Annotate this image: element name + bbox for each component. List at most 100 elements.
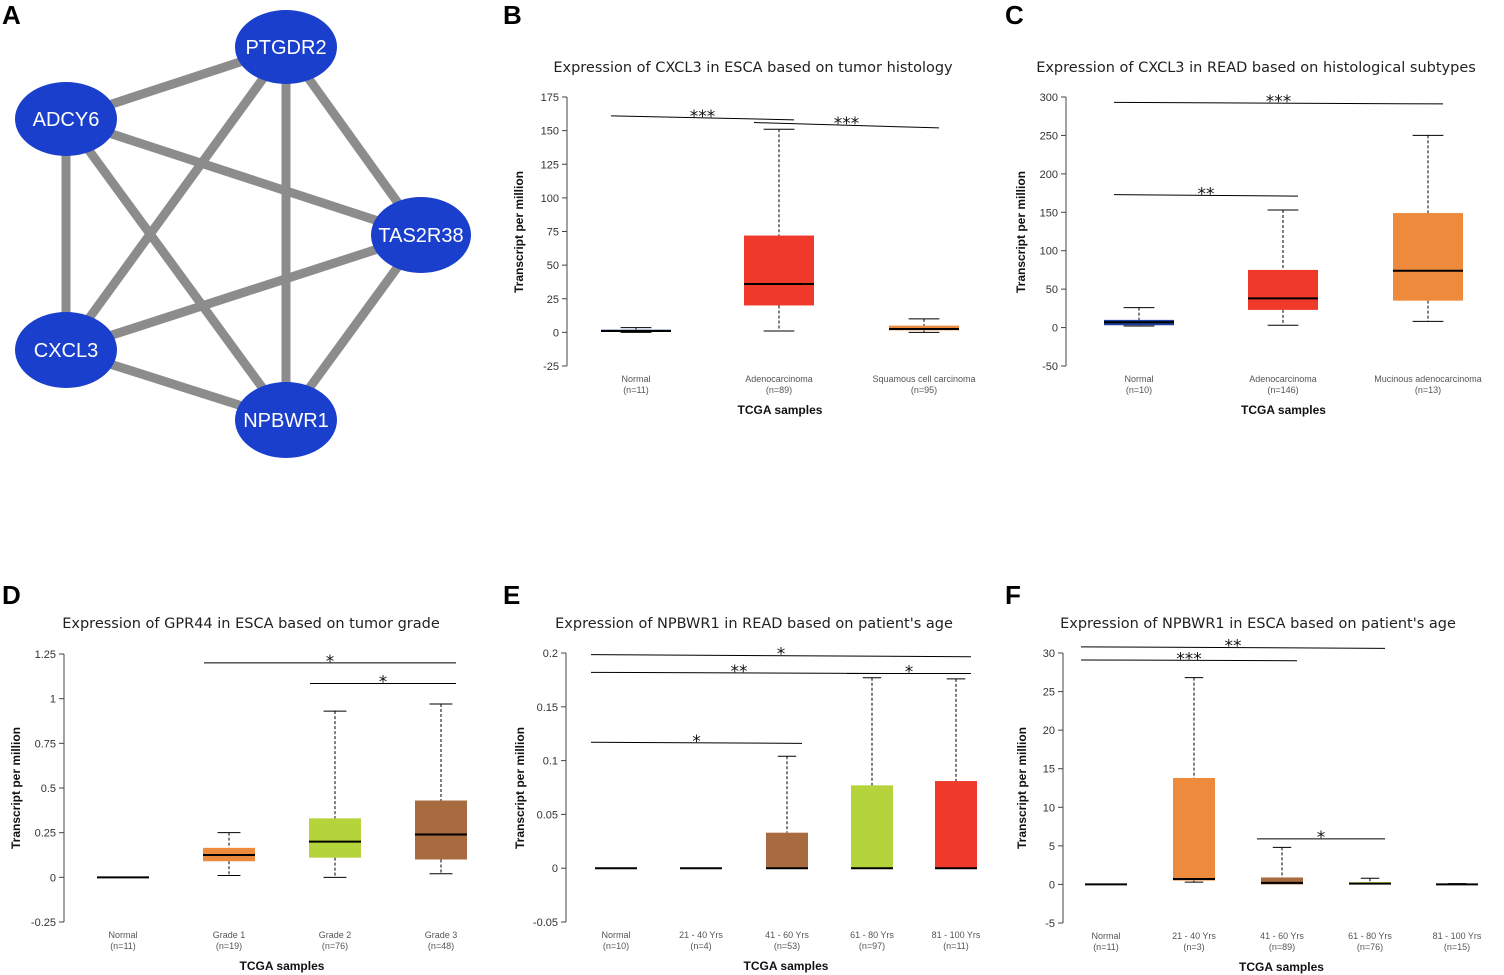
significance-stars: ** xyxy=(1198,184,1215,204)
y-tick-label: 20 xyxy=(1043,725,1055,737)
y-tick-label: 0.25 xyxy=(35,828,56,840)
box-grade-3 xyxy=(415,703,467,875)
panel-letter-a: A xyxy=(2,0,21,30)
iqr-box xyxy=(415,800,467,860)
y-tick-label: 0 xyxy=(50,872,56,884)
edge-ptgdr2-cxcl3 xyxy=(62,44,290,353)
node-ellipse-tas2r38 xyxy=(371,197,471,273)
box-mucinous-adenocarcinoma xyxy=(1393,134,1463,322)
x-category-count: (n=10) xyxy=(1126,385,1152,395)
node-label-npbwr1: NPBWR1 xyxy=(243,410,329,432)
x-category-count: (n=10) xyxy=(603,941,629,951)
iqr-box xyxy=(1248,269,1318,310)
y-tick-label: 200 xyxy=(1040,169,1058,181)
significance-line xyxy=(590,654,972,658)
significance-stars: *** xyxy=(1266,92,1292,112)
x-category-count: (n=15) xyxy=(1444,942,1470,952)
significance-line xyxy=(753,122,940,129)
iqr-box xyxy=(1393,213,1463,301)
y-axis-label: Transcript per million xyxy=(512,171,526,293)
y-tick-label: 10 xyxy=(1043,802,1055,814)
x-axis-label: TCGA samples xyxy=(1239,960,1324,974)
node-label-tas2r38: TAS2R38 xyxy=(378,225,463,247)
significance-stars: * xyxy=(1317,828,1326,848)
node-label-adcy6: ADCY6 xyxy=(33,109,100,131)
x-category-label: 61 - 80 Yrs xyxy=(1348,931,1392,941)
y-tick-label: -5 xyxy=(1045,918,1055,930)
x-category-label: Adenocarcinoma xyxy=(1249,374,1317,384)
iqr-box xyxy=(1173,777,1215,881)
chart-title: Expression of CXCL3 in READ based on his… xyxy=(1036,60,1476,76)
x-category-label: Grade 1 xyxy=(213,930,246,940)
iqr-box xyxy=(309,818,361,858)
y-tick-label: 0.2 xyxy=(543,648,558,660)
y-tick-label: 1.25 xyxy=(35,649,56,661)
box-normal xyxy=(1104,307,1174,327)
y-tick-label: 15 xyxy=(1043,764,1055,776)
y-axis-label: Transcript per million xyxy=(513,727,527,849)
y-tick-label: 75 xyxy=(547,227,559,239)
box-normal xyxy=(601,327,671,333)
significance-stars: * xyxy=(379,672,388,692)
significance-stars: * xyxy=(777,645,786,665)
network-nodes: PTGDR2 ADCY6 TAS2R38 CXCL3 NPBWR1 xyxy=(15,10,471,458)
significance-bracket: *** xyxy=(610,107,795,127)
x-category-label: 81 - 100 Yrs xyxy=(932,930,981,940)
x-category-count: (n=11) xyxy=(623,385,649,395)
y-tick-label: 50 xyxy=(547,260,559,272)
x-category-label: 41 - 60 Yrs xyxy=(765,930,809,940)
significance-stars: ** xyxy=(731,662,748,682)
x-category-count: (n=76) xyxy=(1357,942,1383,952)
edge-tas2r38-cxcl3 xyxy=(64,230,423,355)
significance-bracket: ** xyxy=(590,662,888,682)
box-21-40-yrs xyxy=(1173,677,1215,883)
chart-title: Expression of NPBWR1 in ESCA based on pa… xyxy=(1060,616,1456,632)
y-tick-label: 0 xyxy=(1052,323,1058,335)
node-ptgdr2: PTGDR2 xyxy=(235,10,337,84)
network-panel: A PTGDR2 ADCY6 TAS2R38 CXCL3 NPBWR1 xyxy=(2,0,471,458)
significance-stars: *** xyxy=(1176,649,1202,669)
significance-bracket: ** xyxy=(1113,184,1299,204)
x-category-count: (n=97) xyxy=(859,941,885,951)
significance-stars: *** xyxy=(690,107,716,127)
box-61-80-yrs xyxy=(851,677,893,870)
chart-title: Expression of NPBWR1 in READ based on pa… xyxy=(555,616,953,632)
significance-line xyxy=(1080,646,1386,649)
significance-bracket: *** xyxy=(753,114,940,134)
y-tick-label: 100 xyxy=(1040,246,1058,258)
edge-adcy6-tas2r38 xyxy=(64,114,423,240)
x-category-label: 61 - 80 Yrs xyxy=(850,930,894,940)
iqr-box xyxy=(851,785,893,869)
x-category-count: (n=4) xyxy=(690,941,711,951)
node-label-cxcl3: CXCL3 xyxy=(34,340,98,362)
significance-bracket: ** xyxy=(1080,637,1386,657)
x-category-count: (n=53) xyxy=(774,941,800,951)
y-axis-label: Transcript per million xyxy=(9,727,23,849)
x-category-count: (n=19) xyxy=(216,941,242,951)
panel-d: D Expression of GPR44 in ESCA based on tu… xyxy=(2,580,467,973)
box-61-80-yrs xyxy=(1349,877,1391,885)
panel-letter-c: C xyxy=(1005,0,1024,30)
node-adcy6: ADCY6 xyxy=(15,82,117,156)
x-category-label: 81 - 100 Yrs xyxy=(1433,931,1482,941)
y-tick-label: 0 xyxy=(553,327,559,339)
panel-letter-d: D xyxy=(2,580,21,610)
box-adenocarcinoma xyxy=(744,128,814,332)
x-category-label: Normal xyxy=(1124,374,1153,384)
x-category-label: Grade 2 xyxy=(319,930,352,940)
node-npbwr1: NPBWR1 xyxy=(235,382,337,458)
x-category-label: Squamous cell carcinoma xyxy=(872,374,975,384)
y-tick-label: 250 xyxy=(1040,130,1058,142)
iqr-box xyxy=(744,235,814,306)
x-category-label: Mucinous adenocarcinoma xyxy=(1374,374,1482,384)
x-category-label: Normal xyxy=(1091,931,1120,941)
chart-title: Expression of CXCL3 in ESCA based on tum… xyxy=(553,60,953,76)
box-81-100-yrs xyxy=(935,678,977,870)
x-category-count: (n=13) xyxy=(1415,385,1441,395)
y-tick-label: 150 xyxy=(1040,207,1058,219)
significance-stars: *** xyxy=(834,114,860,134)
edge-adcy6-npbwr1 xyxy=(62,116,290,423)
panel-f: F Expression of NPBWR1 in ESCA based on p… xyxy=(1005,580,1482,974)
